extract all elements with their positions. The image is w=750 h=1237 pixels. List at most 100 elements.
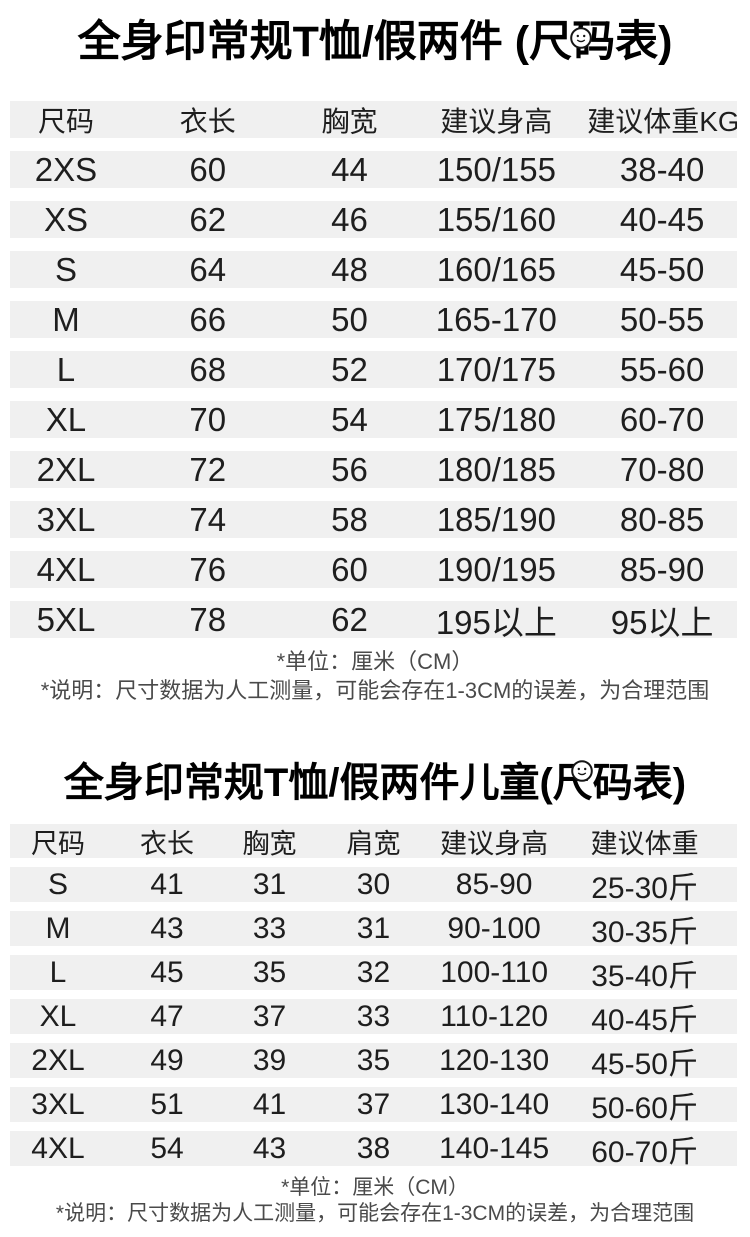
table-cell: 70	[189, 400, 227, 438]
table-cell: 25-30斤	[591, 871, 698, 905]
table-cell: 43	[252, 1131, 287, 1165]
table-cell: 190/195	[436, 550, 556, 588]
column-header: 建议身高	[440, 828, 549, 859]
table-cell: 155/160	[436, 200, 556, 238]
table-cell: 54	[331, 400, 368, 438]
table-cell: 80-85	[619, 500, 705, 538]
column-header: 尺码	[37, 105, 94, 137]
table-cell: 33	[356, 999, 391, 1033]
table-cell: 44	[331, 150, 368, 188]
table-cell: 130-140	[439, 1087, 550, 1121]
table-row: 4XL 54 43 38 140-145 60-70斤	[10, 1131, 737, 1169]
table-cell: 4XL	[36, 550, 96, 588]
column-header: 衣长	[179, 105, 236, 137]
table-cell: 62	[331, 600, 368, 638]
table-cell: 37	[252, 999, 287, 1033]
table-cell: 4XL	[31, 1131, 85, 1165]
table-cell: 78	[189, 600, 227, 638]
adult-size-table: 尺码 衣长 胸宽 建议身高 建议体重KG 2XS 60 44 150/155 38-40 XS 62 4…	[0, 101, 750, 641]
table-cell: 195以上	[435, 603, 557, 641]
table-cell: 38-40	[619, 150, 705, 188]
unit-note: *单位：厘米（CM）	[276, 649, 474, 674]
table-row: M 66 50 165-170 50-55	[10, 301, 737, 338]
table-cell: S	[54, 250, 77, 288]
column-header: 胸宽	[242, 828, 297, 859]
table-cell: 50-60斤	[591, 1091, 698, 1125]
table-cell: 60	[189, 150, 227, 188]
column-header: 建议体重	[590, 828, 699, 859]
table-cell: XS	[43, 200, 88, 238]
table-cell: 5XL	[36, 600, 96, 638]
column-header: 胸宽	[321, 105, 378, 137]
table-row: S 41 31 30 85-90 25-30斤	[10, 867, 737, 905]
table-cell: 140-145	[439, 1131, 550, 1165]
table-cell: S	[47, 867, 68, 901]
table-row: 3XL 51 41 37 130-140 50-60斤	[10, 1087, 737, 1125]
table-cell: 51	[150, 1087, 184, 1121]
table-cell: M	[52, 300, 80, 338]
table-cell: XL	[39, 999, 77, 1033]
column-header: 肩宽	[346, 828, 401, 859]
children-size-table: 尺码 衣长 胸宽 肩宽 建议身高 建议体重 S 41 31 30 85-90 25-30斤 M 43 33 3…	[0, 824, 750, 1169]
table-cell: 50-55	[619, 300, 705, 338]
table-header-row: 尺码 衣长 胸宽 建议身高 建议体重KG	[10, 101, 737, 138]
adult-notes: *单位：厘米（CM） *说明：尺寸数据为人工测量，可能会存在1-3CM的误差，为…	[0, 648, 750, 706]
table-cell: 64	[189, 250, 227, 288]
table-cell: 165-170	[435, 300, 557, 338]
table-cell: 40-45斤	[591, 1003, 698, 1037]
table-row: 3XL 74 58 185/190 80-85	[10, 501, 737, 538]
table-row: M 43 33 31 90-100 30-35斤	[10, 911, 737, 949]
table-cell: 76	[189, 550, 227, 588]
table-cell: 150/155	[436, 150, 556, 188]
table-cell: 3XL	[36, 500, 96, 538]
table-cell: 95以上	[610, 603, 714, 641]
table-cell: 45	[150, 955, 184, 989]
table-cell: 2XS	[34, 150, 98, 188]
adult-size-title: 全身印常规T恤/假两件 (尺码表)	[77, 18, 673, 66]
table-cell: 2XL	[31, 1043, 85, 1077]
table-cell: 68	[189, 350, 227, 388]
table-cell: 40-45	[619, 200, 705, 238]
table-row: L 45 35 32 100-110 35-40斤	[10, 955, 737, 993]
table-cell: 37	[356, 1087, 391, 1121]
table-cell: 58	[331, 500, 368, 538]
table-cell: 38	[356, 1131, 391, 1165]
column-header: 建议身高	[440, 105, 553, 137]
table-cell: 175/180	[436, 400, 556, 438]
table-cell: 72	[189, 450, 227, 488]
table-cell: 35-40斤	[591, 959, 698, 993]
table-cell: 60-70斤	[591, 1135, 698, 1169]
column-header: 衣长	[140, 828, 195, 859]
table-cell: M	[45, 911, 71, 945]
table-row: 5XL 78 62 195以上 95以上	[10, 600, 737, 641]
table-cell: L	[56, 350, 76, 388]
adult-size-section: 全身印常规T恤/假两件 (尺码表) 尺码 衣长 胸宽 建议身高 建议体重KG 2XS 60 4…	[0, 16, 750, 706]
table-row: S 64 48 160/165 45-50	[10, 251, 737, 288]
table-cell: 70-80	[619, 450, 705, 488]
table-cell: 41	[252, 1087, 287, 1121]
table-cell: 110-120	[440, 999, 549, 1033]
table-cell: 41	[150, 867, 184, 901]
table-cell: 180/185	[436, 450, 556, 488]
table-cell: 60-70	[619, 400, 705, 438]
table-row: 2XS 60 44 150/155 38-40	[10, 151, 737, 188]
table-cell: 55-60	[619, 350, 705, 388]
table-row: XL 47 37 33 110-120 40-45斤	[10, 999, 737, 1037]
table-row: 2XL 72 56 180/185 70-80	[10, 451, 737, 488]
table-cell: 160/165	[436, 250, 556, 288]
children-size-title: 全身印常规T恤/假两件儿童(尺码表)	[63, 761, 687, 805]
table-row: L 68 52 170/175 55-60	[10, 351, 737, 388]
table-cell: 49	[150, 1043, 184, 1077]
table-cell: 52	[331, 350, 368, 388]
table-cell: 66	[189, 300, 227, 338]
table-cell: 56	[331, 450, 368, 488]
table-cell: 85-90	[455, 867, 533, 901]
table-cell: 3XL	[31, 1087, 85, 1121]
table-cell: 2XL	[36, 450, 96, 488]
table-cell: 43	[150, 911, 184, 945]
table-row: XL 70 54 175/180 60-70	[10, 401, 737, 438]
table-cell: 100-110	[440, 955, 549, 989]
table-cell: 45-50	[619, 250, 705, 288]
table-cell: 185/190	[436, 500, 556, 538]
